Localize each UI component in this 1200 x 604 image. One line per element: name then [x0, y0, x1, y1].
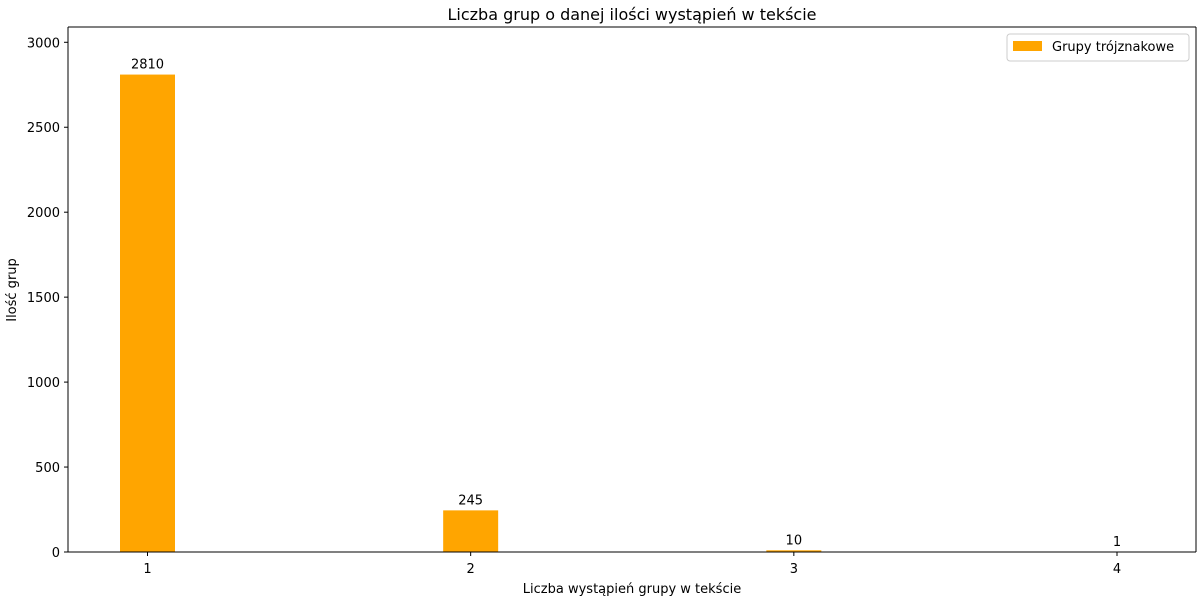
- x-tick-label: 1: [143, 562, 151, 577]
- bar: [120, 75, 175, 552]
- data-label: 2810: [131, 58, 164, 73]
- y-axis-label: Ilość grup: [5, 258, 20, 322]
- bar: [443, 510, 498, 552]
- data-label: 1: [1113, 535, 1121, 550]
- x-tick-label: 2: [467, 562, 475, 577]
- y-tick-label: 3000: [27, 36, 60, 51]
- y-tick-label: 2000: [27, 206, 60, 221]
- data-label: 245: [458, 493, 483, 508]
- data-label: 10: [786, 533, 803, 548]
- legend: Grupy trójznakowe: [1007, 34, 1189, 61]
- x-tick-label: 4: [1113, 562, 1121, 577]
- y-tick-label: 0: [52, 546, 60, 561]
- legend-label: Grupy trójznakowe: [1052, 40, 1174, 55]
- x-axis-label: Liczba wystąpień grupy w tekście: [523, 582, 741, 597]
- y-tick-label: 1500: [27, 291, 60, 306]
- chart-title: Liczba grup o danej ilości wystąpień w t…: [447, 5, 816, 24]
- legend-swatch: [1013, 41, 1042, 51]
- y-tick-label: 1000: [27, 376, 60, 391]
- x-tick-label: 3: [790, 562, 798, 577]
- y-tick-label: 500: [35, 461, 60, 476]
- y-tick-label: 2500: [27, 121, 60, 136]
